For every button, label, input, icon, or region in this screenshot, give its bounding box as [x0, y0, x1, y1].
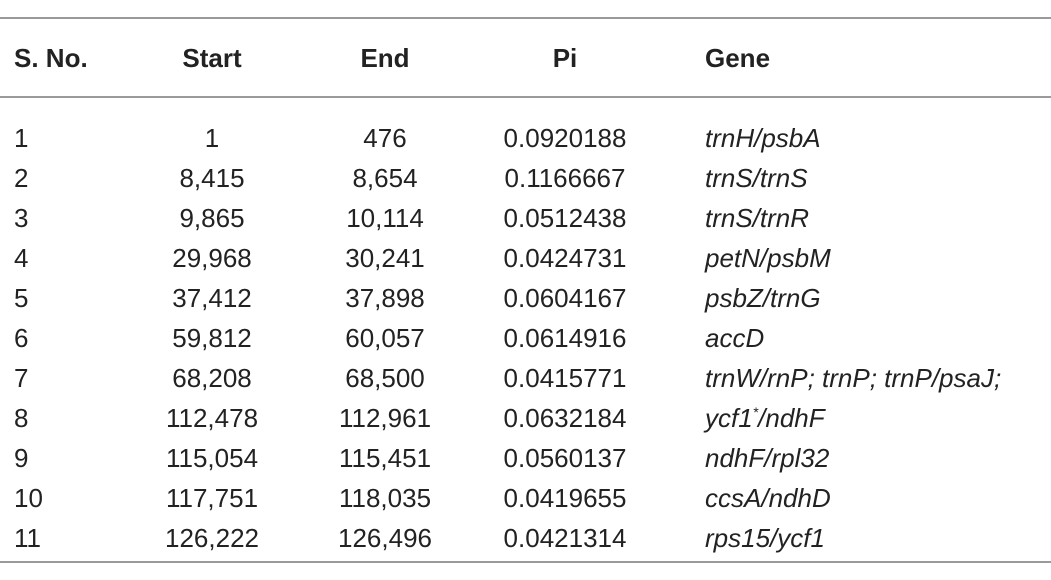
- header-pi: Pi: [552, 43, 578, 73]
- cell-end: 10,114: [346, 203, 424, 233]
- cell-end: 118,035: [338, 483, 432, 513]
- cell-s-no: 10: [14, 483, 43, 513]
- cell-gene: trnS/trnS: [705, 163, 808, 193]
- header-start: Start: [182, 43, 242, 73]
- cell-gene: trnH/psbA: [705, 123, 821, 153]
- header-s-no: S. No.: [14, 43, 88, 73]
- cell-s-no: 8: [14, 403, 29, 433]
- cell-s-no: 6: [14, 323, 29, 353]
- cell-s-no: 3: [14, 203, 29, 233]
- cell-start: 1: [204, 123, 220, 153]
- cell-s-no: 9: [14, 443, 29, 473]
- cell-start: 59,812: [172, 323, 252, 353]
- cell-pi: 0.0415771: [503, 363, 627, 393]
- cell-start: 117,751: [165, 483, 259, 513]
- cell-pi: 0.0632184: [503, 403, 627, 433]
- cell-pi: 0.0614916: [503, 323, 627, 353]
- bottom-rule: [0, 561, 1051, 563]
- cell-start: 115,054: [165, 443, 259, 473]
- cell-gene: trnW/rnP; trnP; trnP/psaJ;: [705, 363, 1002, 393]
- cell-pi: 0.0512438: [503, 203, 627, 233]
- cell-pi: 0.0419655: [503, 483, 627, 513]
- cell-end: 30,241: [345, 243, 425, 273]
- cell-end: 476: [363, 123, 407, 153]
- cell-start: 112,478: [165, 403, 259, 433]
- cell-pi: 0.0424731: [503, 243, 627, 273]
- cell-s-no: 11: [14, 523, 41, 553]
- cell-end: 126,496: [338, 523, 432, 553]
- cell-start: 126,222: [165, 523, 259, 553]
- header-end: End: [360, 43, 410, 73]
- cell-pi: 0.0421314: [503, 523, 627, 553]
- cell-s-no: 1: [14, 123, 29, 153]
- top-rule: [0, 17, 1051, 19]
- cell-end: 115,451: [338, 443, 432, 473]
- cell-s-no: 5: [14, 283, 29, 313]
- cell-end: 60,057: [345, 323, 425, 353]
- cell-gene: accD: [705, 323, 765, 353]
- cell-s-no: 2: [14, 163, 29, 193]
- cell-end: 68,500: [345, 363, 425, 393]
- cell-start: 9,865: [179, 203, 245, 233]
- cell-start: 8,415: [179, 163, 245, 193]
- header-gene: Gene: [705, 43, 771, 73]
- cell-end: 37,898: [345, 283, 425, 313]
- cell-end: 8,654: [352, 163, 418, 193]
- cell-end: 112,961: [338, 403, 432, 433]
- cell-pi: 0.0560137: [503, 443, 627, 473]
- cell-gene: rps15/ycf1: [705, 523, 825, 553]
- cell-s-no: 7: [14, 363, 29, 393]
- cell-gene: ycf1*/ndhF: [705, 403, 825, 433]
- cell-pi: 0.0920188: [503, 123, 627, 153]
- cell-s-no: 4: [14, 243, 29, 273]
- cell-pi: 0.1166667: [504, 163, 626, 193]
- cell-start: 68,208: [172, 363, 252, 393]
- cell-gene: ndhF/rpl32: [705, 443, 830, 473]
- header-rule: [0, 96, 1051, 98]
- cell-start: 37,412: [172, 283, 252, 313]
- cell-gene: trnS/trnR: [705, 203, 810, 233]
- cell-gene: psbZ/trnG: [705, 283, 821, 313]
- cell-start: 29,968: [172, 243, 252, 273]
- cell-pi: 0.0604167: [503, 283, 627, 313]
- cell-gene: ccsA/ndhD: [705, 483, 831, 513]
- cell-gene: petN/psbM: [705, 243, 831, 273]
